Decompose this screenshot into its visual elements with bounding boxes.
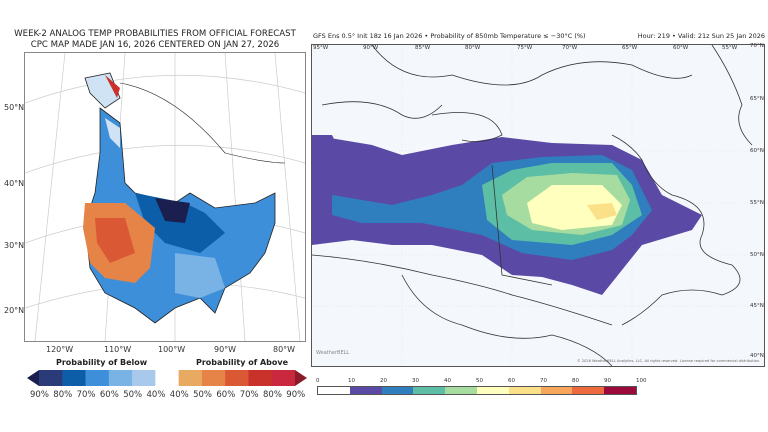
title-line-2: CPC MAP MADE JAN 16, 2026 CENTERED ON JA… — [30, 40, 280, 50]
lon-label: 85°W — [415, 45, 431, 51]
lon-label: 60°W — [673, 45, 689, 51]
lon-label: 70°W — [562, 45, 578, 51]
colorbar-tick: 50 — [476, 378, 483, 384]
lon-label: 55°W — [722, 45, 738, 51]
colorbar-swatch — [476, 387, 509, 394]
colorbar-swatch — [201, 370, 226, 386]
above-legend-label: Probability of Above — [196, 358, 289, 367]
colorbar-swatch — [248, 370, 273, 386]
colorbar-swatch — [318, 387, 350, 394]
colorbar-tick: 90 — [604, 378, 611, 384]
lat-label: 55°N — [750, 200, 764, 206]
lon-label: 90°W — [214, 345, 237, 354]
copyright: © 2026 WeatherBELL Analytics, LLC. All r… — [577, 359, 761, 363]
colorbar-swatch — [349, 387, 382, 394]
colorbar-tick: 80% — [263, 390, 282, 400]
colorbar-tick: 60% — [216, 390, 236, 400]
lat-label: 40°N — [750, 353, 764, 359]
colorbar-swatch — [271, 370, 296, 386]
colorbar-tick: 30 — [412, 378, 419, 384]
colorbar-swatch — [508, 387, 541, 394]
colorbar-tick: 70 — [540, 378, 547, 384]
right-colorbar — [317, 386, 637, 395]
below-legend-label: Probability of Below — [56, 358, 148, 367]
colorbar-swatch — [381, 387, 414, 394]
colorbar-tick: 90% — [286, 390, 306, 400]
colorbar-tick: 90% — [30, 390, 49, 400]
lat-label: 45°N — [750, 303, 764, 309]
lat-label: 20°N — [4, 306, 25, 315]
colorbar-swatch — [413, 387, 446, 394]
lat-label: 65°N — [750, 96, 764, 102]
lon-label: 80°W — [465, 45, 481, 51]
colorbar-tick: 60 — [508, 378, 515, 384]
colorbar-swatch — [132, 370, 156, 386]
colorbar-swatch — [155, 370, 179, 386]
colorbar-swatch — [295, 370, 307, 386]
gfs-probability-map — [311, 44, 765, 367]
lon-label: 110°W — [104, 345, 132, 354]
colorbar-tick: 70% — [239, 390, 259, 400]
header-left: GFS Ens 0.5° Init 18z 16 Jan 2026 • Prob… — [313, 32, 586, 40]
colorbar-swatch — [108, 370, 133, 386]
lon-label: 120°W — [46, 345, 74, 354]
colorbar-tick: 80 — [572, 378, 579, 384]
colorbar-tick: 40% — [146, 390, 166, 400]
colorbar-swatch — [27, 370, 39, 386]
lat-label: 50°N — [4, 103, 25, 112]
colorbar-tick: 50% — [123, 390, 143, 400]
colorbar-swatch — [225, 370, 249, 386]
colorbar-swatch — [445, 387, 477, 394]
weatherbell-logo: WeatherBELL — [316, 350, 350, 356]
colorbar-swatch — [540, 387, 573, 394]
colorbar-swatch — [39, 370, 63, 386]
colorbar-tick: 20 — [380, 378, 387, 384]
title-line-1: WEEK-2 ANALOG TEMP PROBABILITIES FROM OF… — [14, 29, 296, 39]
left-map-title: WEEK-2 ANALOG TEMP PROBABILITIES FROM OF… — [0, 29, 310, 51]
colorbar-tick: 40 — [444, 378, 451, 384]
colorbar-tick: 0 — [316, 378, 320, 384]
colorbar-swatch — [62, 370, 86, 386]
colorbar-tick: 70% — [76, 390, 96, 400]
colorbar-swatch — [178, 370, 203, 386]
lon-label: 80°W — [273, 345, 296, 354]
lon-label: 95°W — [313, 45, 329, 51]
lat-label: 60°N — [750, 148, 764, 154]
left-colorbar — [27, 370, 307, 386]
lat-label: 30°N — [4, 241, 25, 250]
colorbar-tick: 80% — [53, 390, 73, 400]
colorbar-tick: 100 — [636, 378, 647, 384]
cpc-temperature-map — [24, 52, 306, 342]
lon-label: 90°W — [363, 45, 379, 51]
lat-label: 70°N — [750, 43, 764, 49]
colorbar-swatch — [85, 370, 110, 386]
colorbar-tick: 40% — [169, 390, 189, 400]
lat-label: 40°N — [4, 179, 25, 188]
lon-label: 100°W — [158, 345, 186, 354]
right-map-header: GFS Ens 0.5° Init 18z 16 Jan 2026 • Prob… — [313, 32, 765, 40]
colorbar-tick: 60% — [99, 390, 119, 400]
lon-label: 75°W — [517, 45, 533, 51]
colorbar-swatch — [604, 387, 636, 394]
colorbar-tick: 50% — [193, 390, 212, 400]
lat-label: 50°N — [750, 252, 764, 258]
colorbar-swatch — [572, 387, 605, 394]
colorbar-tick: 10 — [348, 378, 355, 384]
lon-label: 65°W — [622, 45, 638, 51]
header-right: Hour: 219 • Valid: 21z Sun 25 Jan 2026 — [637, 32, 765, 40]
